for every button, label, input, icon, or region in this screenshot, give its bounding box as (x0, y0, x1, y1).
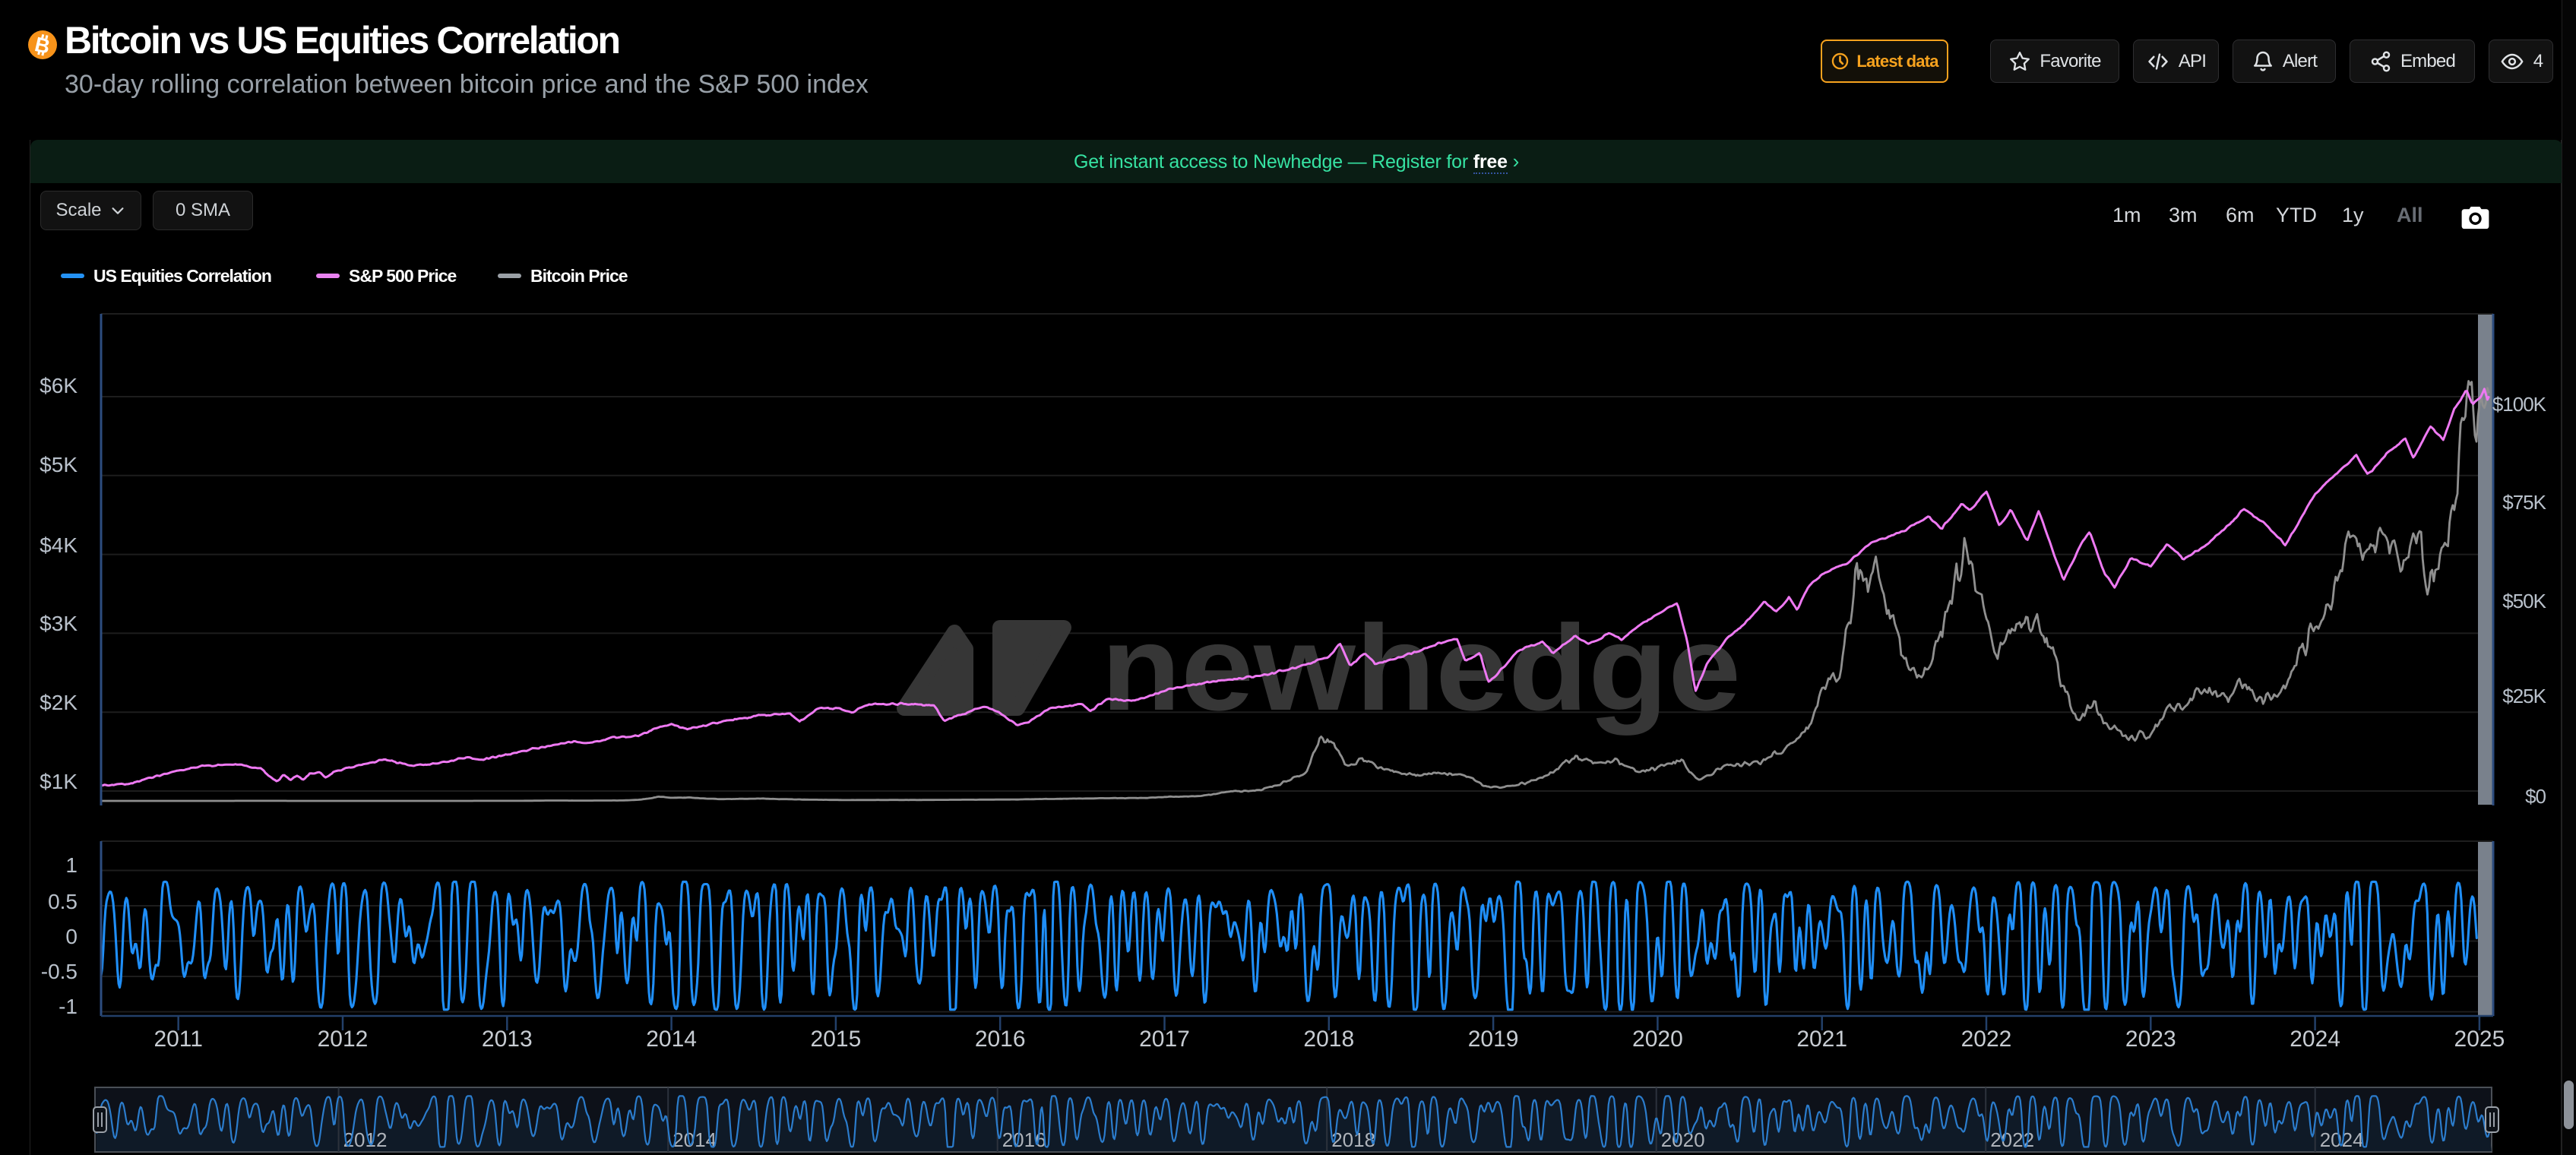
svg-text:2024: 2024 (2320, 1128, 2364, 1151)
svg-text:2019: 2019 (1468, 1027, 1519, 1052)
svg-text:2023: 2023 (2125, 1027, 2176, 1052)
svg-text:$25K: $25K (2502, 685, 2546, 707)
svg-text:$100K: $100K (2492, 393, 2547, 416)
svg-text:2011: 2011 (153, 1027, 203, 1052)
svg-text:2015: 2015 (811, 1027, 862, 1052)
svg-text:2024: 2024 (2290, 1027, 2340, 1052)
svg-text:-0.5: -0.5 (41, 960, 78, 983)
svg-text:2018: 2018 (1331, 1128, 1375, 1151)
svg-text:$3K: $3K (40, 612, 78, 635)
svg-text:2025: 2025 (2454, 1027, 2505, 1052)
svg-text:$75K: $75K (2502, 491, 2546, 514)
svg-text:-1: -1 (59, 995, 78, 1018)
svg-text:$0: $0 (2525, 785, 2546, 808)
svg-text:1: 1 (65, 853, 78, 877)
svg-text:$50K: $50K (2502, 590, 2546, 612)
svg-text:0.5: 0.5 (48, 890, 78, 913)
svg-text:newhedge: newhedge (1101, 600, 1741, 736)
svg-text:2020: 2020 (1632, 1027, 1683, 1052)
svg-text:$5K: $5K (40, 453, 78, 476)
svg-text:$6K: $6K (40, 374, 78, 397)
svg-text:$2K: $2K (40, 691, 78, 714)
svg-text:2017: 2017 (1139, 1027, 1190, 1052)
svg-text:2012: 2012 (343, 1128, 388, 1151)
svg-text:2020: 2020 (1661, 1128, 1705, 1151)
svg-text:2014: 2014 (646, 1027, 697, 1052)
svg-text:2021: 2021 (1796, 1027, 1847, 1052)
svg-text:0: 0 (65, 925, 78, 948)
svg-text:2016: 2016 (975, 1027, 1026, 1052)
svg-text:$1K: $1K (40, 770, 78, 793)
svg-text:2012: 2012 (318, 1027, 369, 1052)
svg-text:$4K: $4K (40, 533, 78, 557)
svg-text:2013: 2013 (482, 1027, 533, 1052)
svg-text:2018: 2018 (1303, 1027, 1354, 1052)
svg-text:2022: 2022 (1961, 1027, 2012, 1052)
